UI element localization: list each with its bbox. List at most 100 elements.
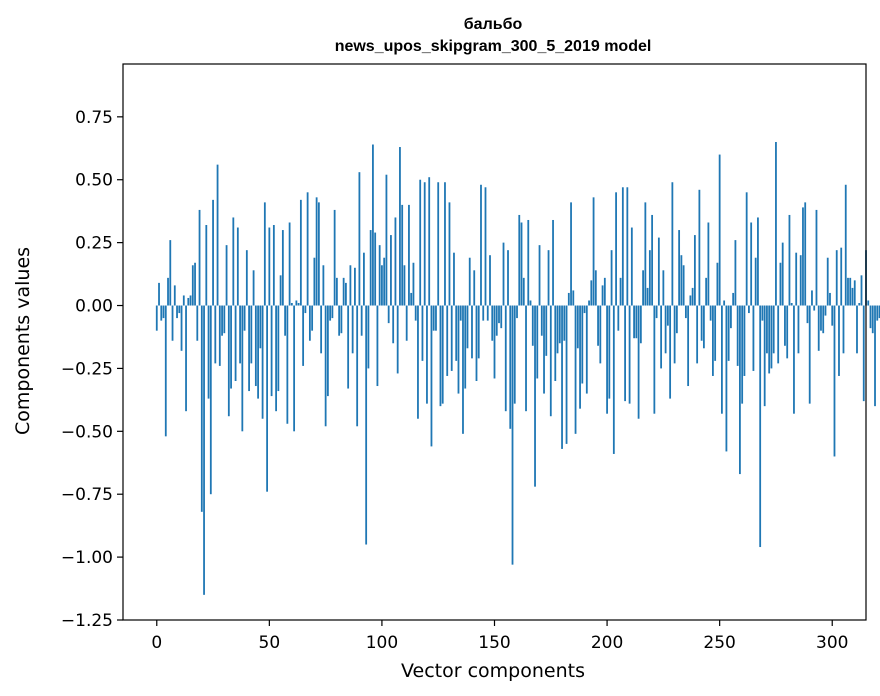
bar: [835, 250, 838, 306]
bar: [227, 305, 230, 417]
bar: [664, 305, 667, 354]
x-tick-label: 250: [703, 633, 735, 653]
bar: [702, 305, 705, 349]
bar: [198, 209, 201, 306]
bar: [381, 265, 383, 306]
bar: [164, 305, 167, 437]
y-tick-label: −1.25: [61, 611, 113, 631]
bar: [684, 305, 687, 319]
bar: [761, 305, 764, 321]
bar: [673, 305, 676, 364]
bar: [471, 305, 473, 359]
bar: [450, 305, 453, 371]
bar: [462, 305, 464, 434]
bar: [540, 305, 543, 336]
bar: [797, 305, 800, 354]
bar: [766, 305, 768, 354]
bar: [698, 189, 701, 306]
bar: [669, 305, 672, 399]
bar: [306, 192, 309, 306]
bar: [491, 305, 494, 341]
bar: [290, 303, 293, 306]
y-tick-label: 0.25: [75, 234, 113, 254]
bar: [284, 305, 287, 336]
bar: [851, 287, 854, 306]
bar: [554, 305, 557, 381]
bar: [304, 305, 307, 314]
x-tick-label: 0: [151, 633, 162, 653]
bar: [734, 240, 737, 306]
bar: [730, 305, 732, 329]
bar: [173, 285, 176, 306]
bar: [281, 230, 284, 306]
bar: [507, 250, 509, 306]
bar: [178, 305, 181, 314]
bar: [811, 290, 813, 306]
y-tick-label: 0.75: [75, 108, 113, 128]
bar: [401, 204, 404, 306]
bar: [574, 305, 577, 434]
bar: [187, 297, 190, 306]
bar: [225, 245, 228, 306]
bar: [775, 141, 777, 306]
bar: [624, 305, 626, 402]
bar: [239, 305, 241, 364]
bar: [603, 277, 606, 306]
bar: [504, 305, 507, 412]
bar: [308, 305, 311, 341]
bar: [464, 305, 467, 389]
bar: [561, 305, 563, 449]
bar: [194, 262, 196, 306]
bar: [360, 305, 363, 336]
bar: [448, 202, 451, 306]
bar: [299, 199, 302, 306]
bar: [423, 182, 426, 306]
bar: [248, 305, 250, 392]
bar: [399, 147, 401, 306]
bar: [266, 305, 268, 492]
bar: [817, 305, 820, 351]
bar: [155, 305, 158, 331]
bar: [687, 305, 690, 387]
bar: [376, 305, 379, 387]
bar: [498, 305, 500, 324]
bar: [590, 280, 593, 306]
bar: [396, 305, 399, 374]
bar: [709, 305, 712, 321]
bar: [475, 305, 478, 381]
bar: [856, 305, 858, 354]
bar: [426, 305, 428, 404]
chart-subtitle: news_upos_skipgram_300_5_2019 model: [335, 38, 652, 55]
bar: [430, 305, 433, 447]
bar: [639, 305, 642, 344]
bar: [322, 265, 325, 306]
bar: [871, 305, 874, 334]
bar: [230, 305, 232, 389]
bar: [473, 270, 476, 306]
bar: [405, 305, 408, 341]
bar: [628, 305, 631, 404]
bar: [844, 184, 847, 306]
x-tick-label: 50: [259, 633, 281, 653]
bar: [874, 305, 876, 407]
bar: [385, 174, 388, 306]
bar: [518, 214, 521, 306]
bar: [633, 305, 635, 339]
bar: [660, 305, 663, 369]
y-tick-label: 0.00: [75, 297, 113, 317]
bar: [608, 305, 611, 399]
x-tick-label: 100: [366, 633, 398, 653]
bar: [682, 265, 685, 306]
bar: [763, 305, 766, 407]
bar: [374, 232, 377, 306]
bar: [329, 305, 332, 321]
bar: [509, 305, 512, 429]
bar: [511, 305, 514, 565]
bar: [259, 305, 262, 349]
bar: [356, 305, 359, 427]
bar: [419, 179, 422, 306]
bar: [657, 237, 660, 306]
bar: [459, 305, 462, 321]
bar: [655, 305, 658, 319]
